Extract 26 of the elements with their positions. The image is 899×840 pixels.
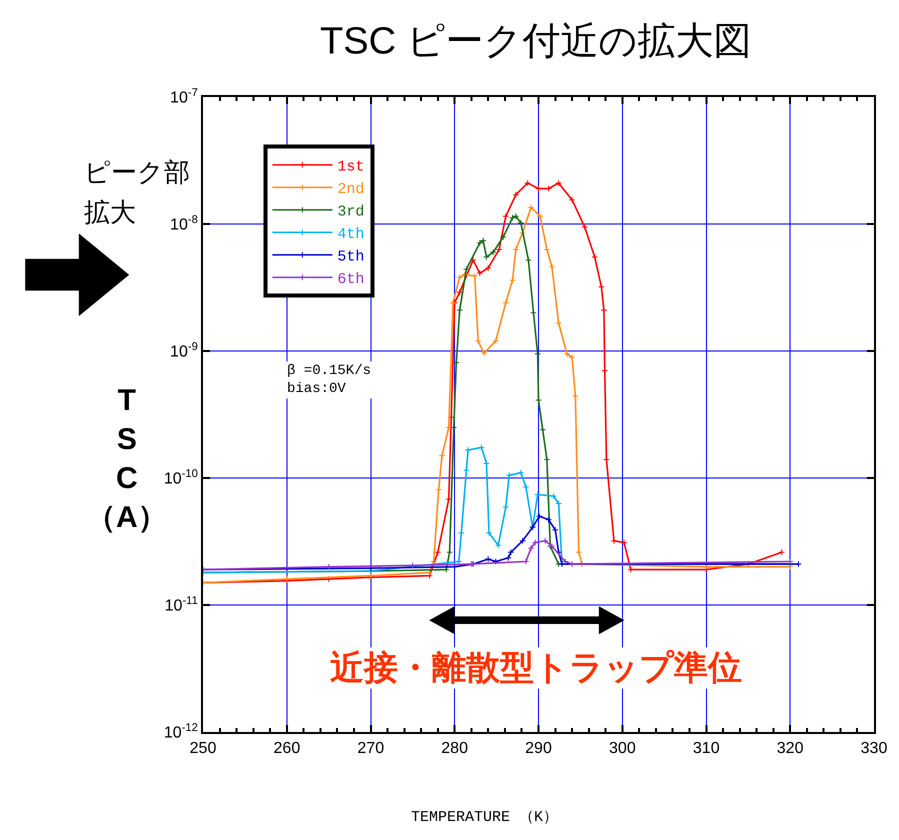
x-tick-label: 320 xyxy=(776,740,804,758)
text: 拡大 xyxy=(84,197,136,227)
x-tick-label: 330 xyxy=(860,740,888,758)
legend-label: 2nd xyxy=(337,181,364,198)
y-tick-label: 10$^{-8}$ xyxy=(170,214,198,234)
chart-title: TSC ピーク付近の拡大図 xyxy=(320,20,752,63)
x-tick-label: 280 xyxy=(441,740,468,758)
y-tick-label: 10$^{-11}$ xyxy=(164,594,198,615)
legend-label: 1st xyxy=(337,158,364,176)
y-tick-label: 10$^{-12}$ xyxy=(164,722,198,742)
y-tick-label: 10$^{-7}$ xyxy=(170,86,198,107)
x-axis-title: TEMPERATURE （K） xyxy=(411,809,558,826)
legend-label: 5th xyxy=(337,248,364,266)
legend-label: 6th xyxy=(337,271,364,288)
x-tick-label: 250 xyxy=(190,740,216,758)
x-tick-label: 300 xyxy=(609,740,636,758)
annotation: β =0.15K/s bias:0V xyxy=(287,363,372,398)
annotation: 近接・離散型トラップ準位 xyxy=(330,649,742,687)
x-tick-label: 260 xyxy=(274,740,300,758)
x-tick-label: 270 xyxy=(357,740,384,758)
y-tick-label: 10$^{-9}$ xyxy=(170,340,198,361)
x-tick-label: 310 xyxy=(692,740,720,758)
legend-label: 3rd xyxy=(337,204,364,221)
x-tick-label: 290 xyxy=(525,740,552,758)
text: ピーク部 xyxy=(84,157,190,187)
legend-label: 4th xyxy=(337,226,364,244)
